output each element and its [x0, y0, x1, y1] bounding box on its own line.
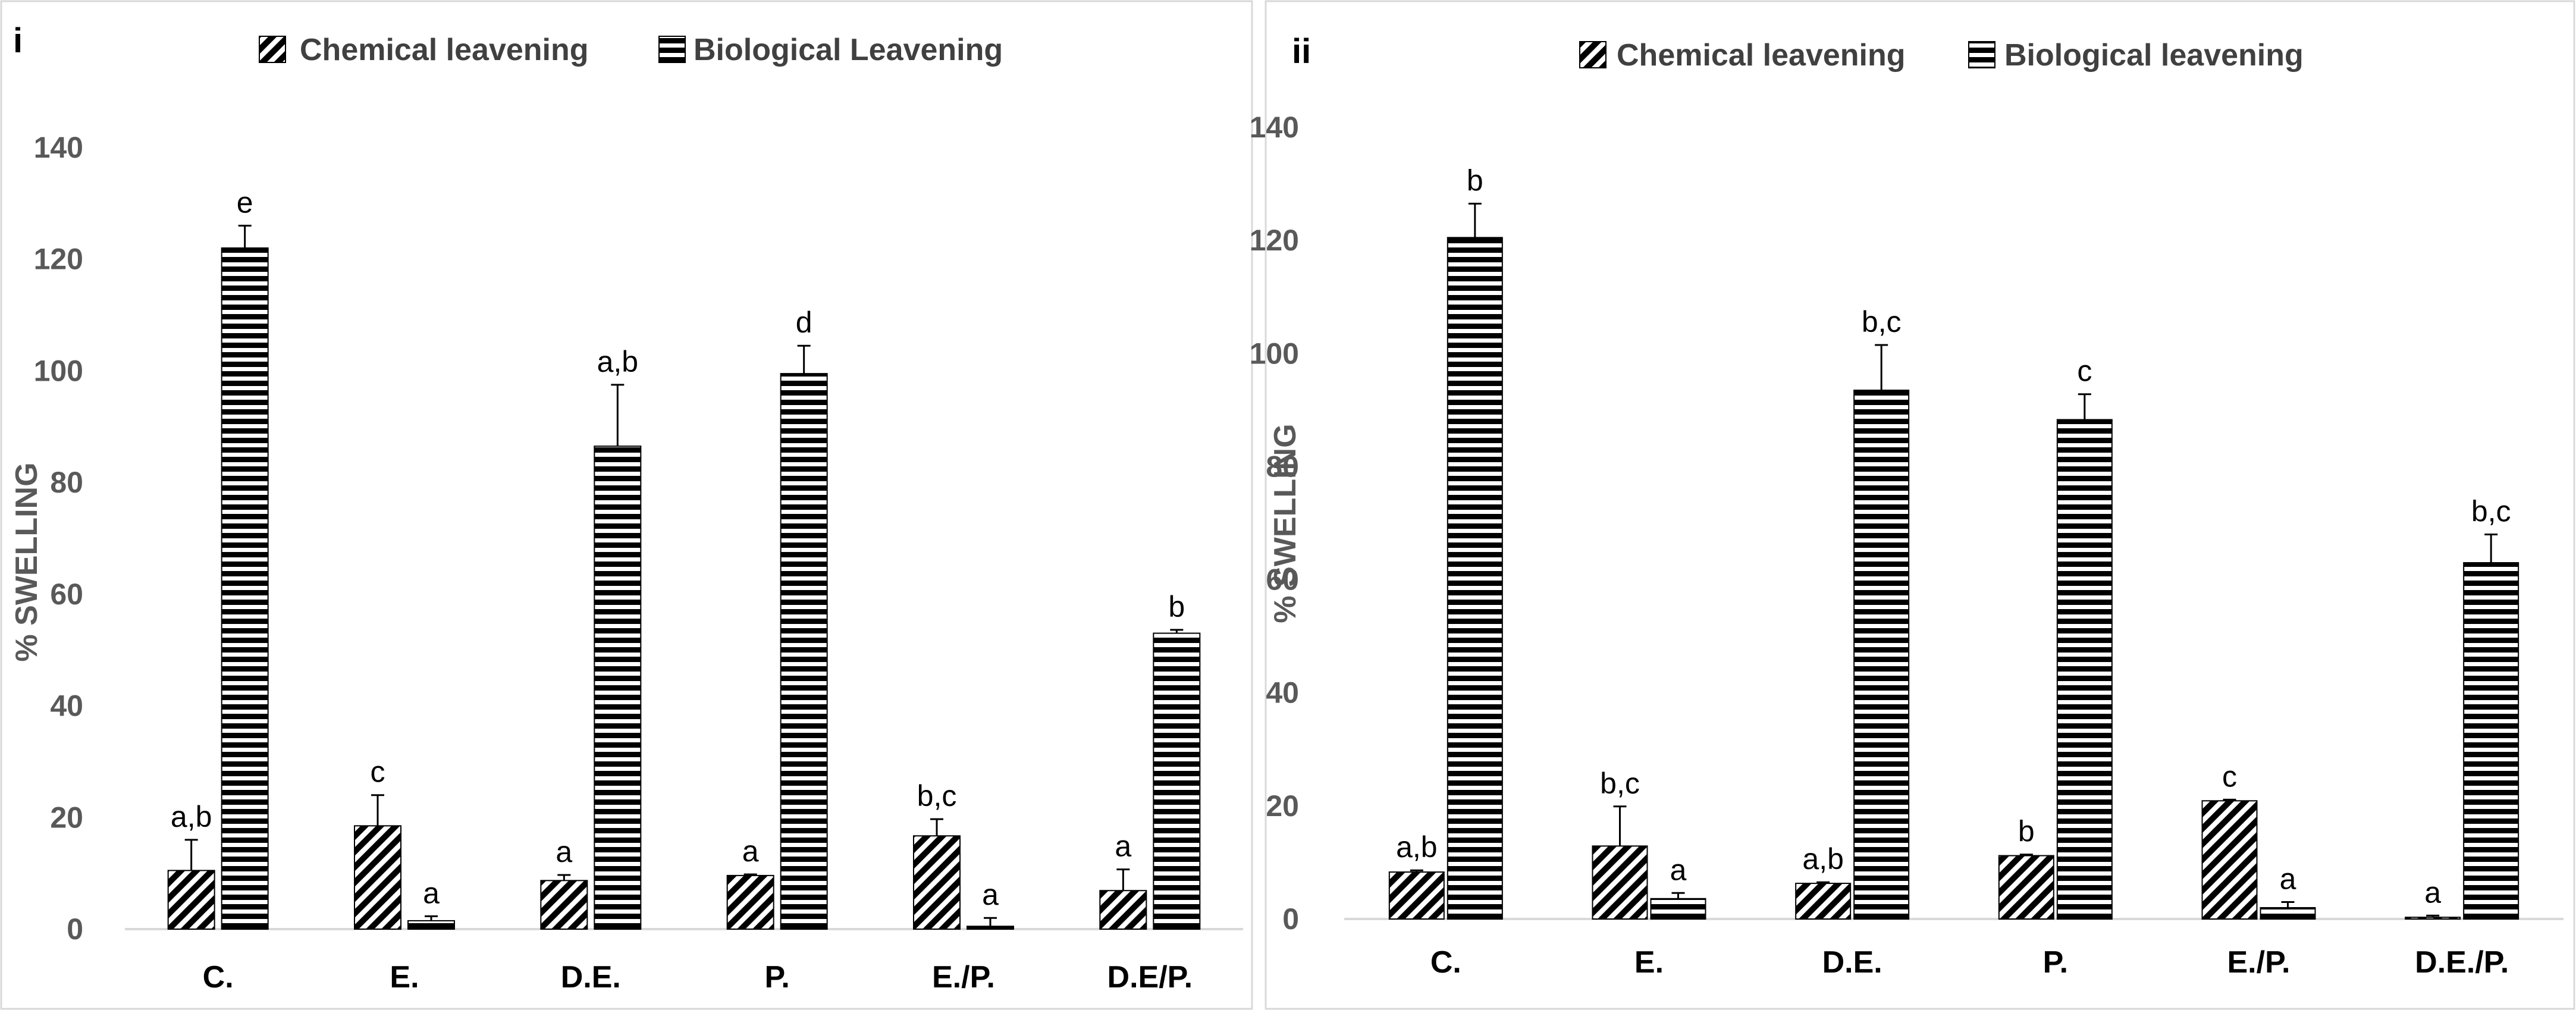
bar-biological	[594, 446, 642, 930]
y-tick-label: 60	[50, 578, 83, 611]
chart-panel-ii: ii 0 20 40 60 80 100 120 140 % SWELLING Chemical l…	[1250, 0, 2575, 1010]
significance-label: a	[1670, 853, 1687, 886]
x-category-label: P.	[764, 960, 789, 995]
significance-label: b	[1467, 164, 1483, 197]
y-tick-label: 40	[1266, 676, 1299, 710]
significance-label: a	[423, 876, 440, 909]
bar-chemical	[1099, 890, 1147, 930]
x-category-label: E./P.	[932, 960, 995, 995]
significance-label: b	[1168, 590, 1185, 623]
y-tick-label: 20	[1266, 789, 1299, 823]
legend-swatch-chemical	[1579, 41, 1607, 68]
legend-label-chemical: Chemical leavening	[300, 33, 589, 67]
significance-label: c	[2222, 760, 2237, 793]
bar-chemical	[726, 874, 774, 930]
y-tick-label: 0	[67, 912, 83, 946]
significance-label: e	[237, 186, 253, 219]
bar-biological	[967, 926, 1014, 930]
x-category-label: D.E.	[1822, 945, 1882, 980]
legend-swatch-chemical	[259, 36, 286, 63]
x-category-label: E.	[390, 960, 419, 995]
significance-label: a,b	[1396, 830, 1438, 864]
significance-label: a	[982, 878, 999, 911]
bar-biological	[221, 247, 269, 930]
x-category-label: C.	[203, 960, 234, 995]
panel-label: ii	[1292, 32, 1311, 71]
x-category-label: C.	[1430, 945, 1461, 980]
bar-chemical	[2405, 917, 2461, 920]
y-tick-label: 40	[50, 689, 83, 723]
y-tick-label: 60	[1266, 563, 1299, 597]
y-tick-label: 120	[1250, 224, 1299, 257]
significance-label: b,c	[1600, 767, 1640, 800]
bar-biological	[1153, 632, 1201, 930]
bar-chemical	[354, 825, 401, 930]
y-tick-label: 100	[34, 354, 83, 387]
y-tick-label: 100	[1250, 337, 1299, 370]
y-tick-label: 20	[50, 801, 83, 834]
bar-chemical	[1795, 883, 1852, 920]
significance-label: a	[2280, 862, 2296, 895]
significance-label: a	[556, 835, 572, 868]
significance-label: b,c	[917, 779, 957, 813]
legend-label-biological: Biological leavening	[2004, 38, 2304, 73]
bar-biological	[2463, 562, 2519, 920]
significance-label: c	[371, 755, 385, 789]
significance-label: b,c	[1862, 305, 1902, 338]
x-category-label: D.E/P.	[1107, 960, 1193, 995]
bar-chemical	[1388, 871, 1445, 920]
y-tick-label: 80	[50, 466, 83, 499]
y-tick-label: 140	[1250, 111, 1299, 144]
significance-label: a,b	[1802, 842, 1844, 876]
significance-label: d	[796, 306, 812, 339]
bar-biological	[780, 373, 828, 930]
significance-label: b,c	[2471, 495, 2511, 528]
x-category-label: E./P.	[2227, 945, 2290, 980]
x-category-label: D.E.	[561, 960, 621, 995]
bar-biological	[1853, 390, 1910, 920]
legend-swatch-biological	[658, 36, 686, 63]
bar-chemical	[1592, 845, 1648, 920]
significance-label: a	[742, 835, 759, 868]
panel-label: i	[13, 21, 23, 60]
bar-chemical	[2201, 800, 2258, 920]
chart-panel-i: i 0 20 40 60 80 100 120 140 % SWELLING Chemical le…	[0, 0, 1253, 1010]
bar-chemical	[913, 835, 961, 930]
significance-label: c	[2077, 355, 2092, 388]
bar-biological	[407, 920, 455, 930]
bar-biological	[2056, 419, 2113, 920]
y-axis-title: % SWELLING	[1268, 424, 1303, 623]
x-category-label: D.E./P.	[2415, 945, 2509, 980]
significance-label: a	[2424, 876, 2441, 909]
y-tick-label: 80	[1266, 450, 1299, 483]
bar-biological	[2260, 907, 2316, 920]
y-tick-label: 0	[1282, 902, 1299, 936]
legend-label-biological: Biological Leavening	[694, 33, 1003, 67]
bar-chemical	[1998, 855, 2054, 920]
x-category-label: E.	[1634, 945, 1664, 980]
significance-label: a	[1115, 830, 1131, 863]
y-tick-label: 120	[34, 243, 83, 276]
bar-biological	[1447, 237, 1503, 920]
bar-biological	[1650, 898, 1706, 920]
legend-swatch-biological	[1968, 41, 1995, 68]
significance-label: a,b	[597, 345, 639, 378]
x-category-label: P.	[2043, 945, 2068, 980]
bar-chemical	[540, 880, 588, 930]
legend-label-chemical: Chemical leavening	[1617, 38, 1906, 73]
y-tick-label: 140	[34, 131, 83, 164]
significance-label: a,b	[171, 800, 212, 833]
y-axis-title: % SWELLING	[10, 462, 44, 661]
bar-chemical	[167, 870, 215, 930]
significance-label: b	[2018, 815, 2035, 848]
